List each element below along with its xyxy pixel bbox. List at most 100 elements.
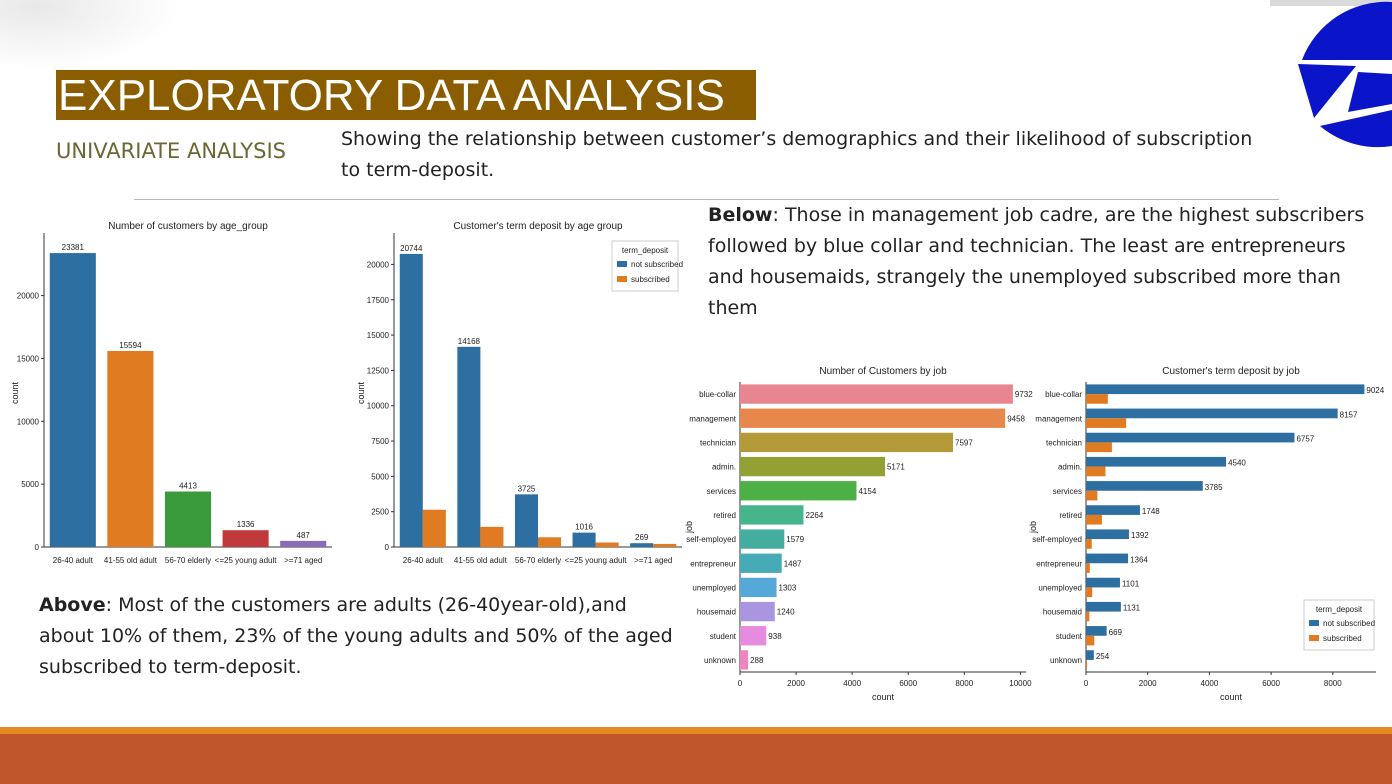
data-label-blue-collar: 9732 <box>1015 390 1033 399</box>
bar-retired <box>740 505 804 525</box>
data-label-71-aged: 487 <box>297 531 311 540</box>
x-tick-label: 2000 <box>787 679 805 688</box>
data-label-26-40-adult: 20744 <box>400 244 423 253</box>
data-label-student: 938 <box>768 632 782 641</box>
y-tick-label-self-employed: self-employed <box>1032 535 1082 544</box>
y-tick-label-technician: technician <box>700 438 736 447</box>
bar-housemaid-subscribed <box>1086 611 1090 622</box>
bar-self-employed <box>740 529 785 549</box>
y-tick-label: 20000 <box>367 260 390 269</box>
x-axis-label: count <box>1220 692 1243 702</box>
below-note-lead: Below <box>708 204 773 226</box>
y-tick-label: 7500 <box>371 437 389 446</box>
y-tick-label-self-employed: self-employed <box>686 535 736 544</box>
bar-services-not-subscribed <box>1086 481 1203 491</box>
bar-housemaid <box>740 601 775 622</box>
bar-student-not-subscribed <box>1086 626 1107 636</box>
y-tick-label-admin: admin. <box>712 463 736 472</box>
chart-job-deposit: Customer's term deposit by job 0 2000 4000 6… <box>1028 366 1384 702</box>
y-tick-label-blue-collar: blue-collar <box>1045 390 1082 399</box>
bar-41-55-old-adult <box>107 350 154 547</box>
bar-admin-subscribed <box>1086 466 1106 477</box>
bar-unknown <box>740 650 749 670</box>
footer-bar <box>0 734 1392 784</box>
corner-glow <box>0 0 180 70</box>
bar-admin <box>740 456 885 477</box>
bar-41-55-old-adult-not-subscribed <box>457 346 481 547</box>
y-tick-label-services: services <box>707 487 736 496</box>
y-tick-label-unknown: unknown <box>1050 656 1082 665</box>
x-tick-label: 10000 <box>1009 679 1032 688</box>
legend-box <box>611 240 679 292</box>
data-label-56-70-elderly: 4413 <box>179 482 197 491</box>
y-tick-label-student: student <box>1056 632 1083 641</box>
bar-technician <box>740 432 954 453</box>
legend-swatch-subscribed <box>617 276 627 282</box>
data-label-unemployed: 1101 <box>1122 579 1140 588</box>
x-tick-label: 8000 <box>955 679 973 688</box>
bar-41-55-old-adult-subscribed <box>480 526 504 547</box>
bar-unknown-subscribed <box>1086 659 1088 670</box>
y-tick-label-blue-collar: blue-collar <box>699 390 736 399</box>
bar-student <box>740 626 767 646</box>
x-tick-label: 0 <box>738 679 743 688</box>
data-label-self-employed: 1579 <box>786 535 804 544</box>
x-tick-label-26-40-adult: 26-40 adult <box>403 556 444 565</box>
bar-25-young-adult <box>222 530 269 547</box>
y-axis-label: count <box>356 381 366 404</box>
bar-unemployed-not-subscribed <box>1086 577 1120 588</box>
y-tick-label: 5000 <box>21 480 39 489</box>
y-tick-label-entrepreneur: entrepreneur <box>690 559 736 568</box>
data-label-unknown: 288 <box>750 656 764 665</box>
bar-admin-not-subscribed <box>1086 456 1227 467</box>
y-tick-label: 15000 <box>17 354 40 363</box>
y-tick-label-unknown: unknown <box>704 656 736 665</box>
legend-swatch-not-subscribed <box>1309 620 1319 626</box>
chart-title: Number of customers by age_group <box>108 221 268 232</box>
bar-56-70-elderly-not-subscribed <box>514 494 538 547</box>
y-tick-label-housemaid: housemaid <box>697 608 736 617</box>
y-tick-label: 10000 <box>367 402 390 411</box>
data-label-admin: 4540 <box>1228 459 1246 468</box>
bar-entrepreneur-not-subscribed <box>1086 553 1129 564</box>
bar-student-subscribed <box>1086 635 1095 646</box>
x-axis-label: count <box>872 692 895 702</box>
x-tick-label-26-40-adult: 26-40 adult <box>53 556 94 565</box>
x-tick-label-41-55-old-adult: 41-55 old adult <box>454 556 508 565</box>
y-tick-label: 15000 <box>367 331 390 340</box>
data-label-unknown: 254 <box>1096 652 1110 661</box>
y-tick-label-admin: admin. <box>1058 463 1082 472</box>
bar-entrepreneur <box>740 553 782 573</box>
chart-title: Customer's term deposit by job <box>1162 366 1300 377</box>
bar-entrepreneur-subscribed <box>1086 563 1090 573</box>
y-tick-label: 0 <box>35 543 40 552</box>
bar-unemployed <box>740 577 777 598</box>
y-tick-label-management: management <box>1035 414 1082 423</box>
legend-title: term_deposit <box>622 246 669 255</box>
bar-56-70-elderly <box>164 491 212 547</box>
data-label-retired: 2264 <box>805 511 823 520</box>
data-label-retired: 1748 <box>1142 507 1160 516</box>
data-label-entrepreneur: 1364 <box>1130 555 1148 564</box>
x-tick-label: 6000 <box>1262 679 1280 688</box>
data-label-56-70-elderly: 3725 <box>518 484 536 493</box>
y-tick-label: 10000 <box>17 417 40 426</box>
x-tick-label: 0 <box>1084 679 1089 688</box>
x-tick-label-25-young-adult: <=25 young adult <box>215 556 278 565</box>
logo-top-strip <box>1270 0 1392 6</box>
x-tick-label-25-young-adult: <=25 young adult <box>565 556 628 565</box>
bar-services-subscribed <box>1086 490 1098 501</box>
chart-age-count: Number of customers by age_group 0 5000 100… <box>10 221 332 565</box>
y-tick-label-retired: retired <box>713 511 736 520</box>
y-tick-label-services: services <box>1053 487 1082 496</box>
below-note: Below: Those in management job cadre, ar… <box>708 200 1368 324</box>
bar-self-employed-subscribed <box>1086 539 1092 549</box>
above-note-lead: Above <box>39 594 106 616</box>
bar-26-40-adult <box>49 253 96 547</box>
y-tick-label: 20000 <box>17 292 40 301</box>
data-label-26-40-adult: 23381 <box>62 243 85 252</box>
data-label-services: 4154 <box>858 487 876 496</box>
below-note-text: : Those in management job cadre, are the… <box>708 204 1365 319</box>
bar-retired-not-subscribed <box>1086 505 1140 515</box>
bar-71-aged <box>280 540 327 547</box>
